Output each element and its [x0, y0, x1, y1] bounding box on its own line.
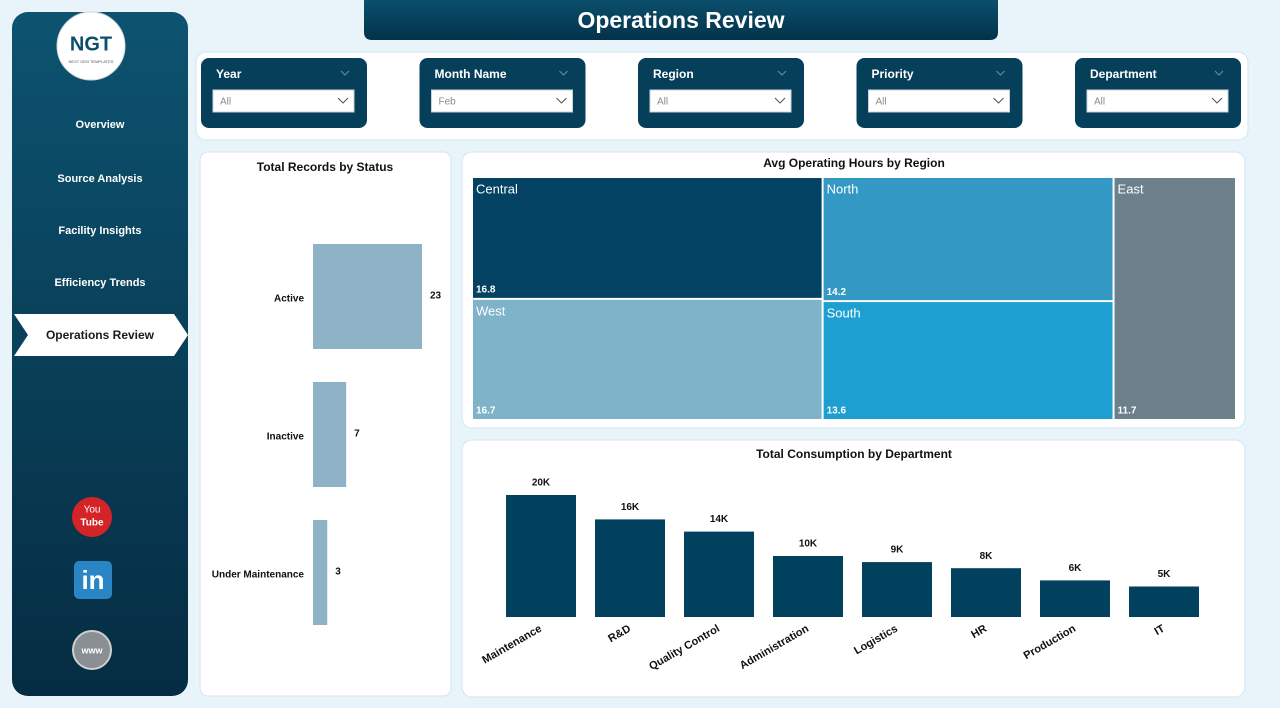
dropdown[interactable] [1086, 89, 1229, 113]
nav-item[interactable]: Facility Insights [58, 225, 141, 237]
filter-chevron [777, 70, 787, 76]
tile-label: East [1118, 181, 1144, 196]
chart-title: Total Consumption by Department [756, 447, 952, 461]
data-label: 23 [430, 291, 442, 302]
bar [684, 531, 754, 617]
linkedin-text: in [81, 565, 104, 595]
filter-chevron [1214, 70, 1224, 76]
chart-title: Avg Operating Hours by Region [763, 156, 945, 170]
dropdown-chevron [993, 97, 1004, 104]
tile-value: 16.7 [476, 406, 496, 417]
bar [595, 519, 665, 617]
tile-value: 14.2 [827, 287, 847, 298]
linkedin-icon[interactable] [74, 561, 112, 599]
filter-chevron [340, 70, 350, 76]
nav-item[interactable]: Source Analysis [57, 173, 142, 185]
tile-label: West [476, 303, 506, 318]
category-label: Under Maintenance [212, 570, 305, 581]
bar [1129, 586, 1199, 617]
filter-label: Month Name [435, 67, 507, 81]
data-label: 3 [335, 567, 341, 578]
logo-subtext: NEXT GEN TEMPLATES [69, 59, 114, 64]
bar [313, 244, 422, 349]
panel [461, 439, 1246, 698]
data-label: 10K [799, 539, 818, 550]
dropdown-value: Feb [439, 97, 457, 108]
dropdown-chevron [1211, 97, 1223, 104]
bar [951, 568, 1021, 617]
filter-chevron [559, 70, 568, 76]
nav-item[interactable]: Overview [76, 119, 125, 131]
filter-label: Year [216, 67, 242, 81]
bar [506, 495, 576, 617]
bar [1040, 580, 1110, 617]
dropdown[interactable] [649, 89, 792, 113]
category-label: Inactive [267, 432, 305, 443]
tile-value: 13.6 [827, 406, 847, 417]
bar [773, 556, 843, 617]
web-icon[interactable] [72, 630, 112, 670]
dropdown-value: All [876, 97, 887, 108]
filter-label: Department [1090, 67, 1157, 81]
youtube-text: Tube [80, 518, 104, 529]
page-title: Operations Review [577, 7, 784, 33]
data-label: 14K [710, 514, 729, 525]
data-label: 16K [621, 502, 640, 513]
youtube-icon[interactable] [72, 497, 112, 537]
dropdown[interactable] [212, 89, 355, 113]
filter-label: Region [653, 67, 694, 81]
data-label: 6K [1069, 563, 1083, 574]
header-bar [364, 0, 998, 40]
treemap-tile [1114, 178, 1235, 419]
data-label: 7 [354, 429, 360, 440]
nav-item[interactable]: Operations Review [46, 328, 155, 342]
tile-label: South [827, 306, 861, 321]
nav-active-marker [14, 314, 188, 356]
data-label: 9K [891, 545, 905, 556]
logo-text: NGT [70, 33, 112, 55]
category-label: Active [274, 294, 304, 305]
chart-title: Total Records by Status [257, 160, 394, 174]
dropdown-value: All [1094, 97, 1105, 108]
filter-label: Priority [872, 67, 914, 81]
tile-value: 11.7 [1118, 406, 1137, 417]
treemap-tile [823, 302, 1113, 419]
dropdown[interactable] [431, 89, 573, 113]
bar [313, 382, 347, 487]
youtube-text: You [84, 505, 101, 516]
web-text: www [80, 645, 103, 655]
treemap-tile [473, 178, 822, 298]
dropdown-chevron [337, 97, 349, 104]
data-label: 8K [980, 551, 994, 562]
bar [862, 562, 932, 617]
dropdown-chevron [774, 97, 786, 104]
tile-label: North [827, 181, 859, 196]
treemap-tile [823, 178, 1113, 301]
data-label: 5K [1158, 569, 1172, 580]
nav-item[interactable]: Efficiency Trends [54, 277, 145, 289]
bar [313, 520, 328, 625]
dropdown-value: All [220, 97, 231, 108]
dropdown-value: All [657, 97, 668, 108]
data-label: 20K [532, 478, 551, 489]
filter-chevron [996, 70, 1005, 76]
treemap-tile [473, 299, 822, 419]
tile-value: 16.8 [476, 285, 496, 296]
dropdown-chevron [556, 97, 567, 104]
dropdown[interactable] [868, 89, 1010, 113]
tile-label: Central [476, 181, 518, 196]
logo-circle [56, 11, 126, 81]
